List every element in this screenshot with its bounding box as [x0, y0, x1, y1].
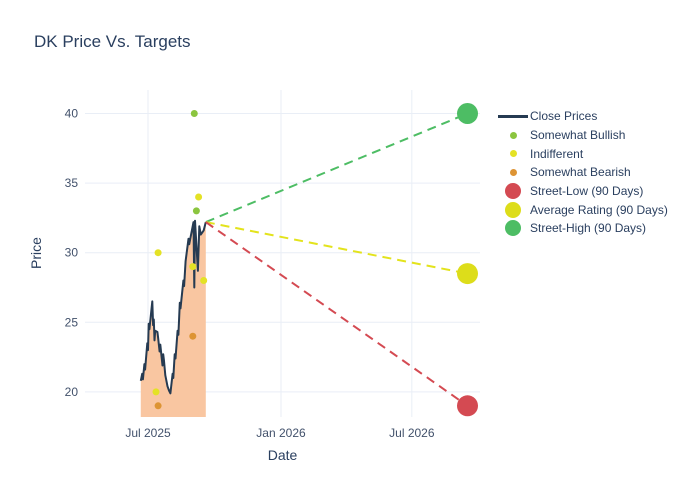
- y-axis-title: Price: [28, 237, 44, 269]
- indifferent-marker[interactable]: [152, 388, 160, 396]
- legend-item-street-high[interactable]: Street-High (90 Days): [496, 219, 668, 238]
- y-tick-label: 35: [65, 176, 79, 190]
- street-high-90-days-marker[interactable]: [457, 103, 478, 124]
- street-high-projection: [205, 112, 468, 223]
- somewhat-bearish-marker[interactable]: [154, 402, 162, 410]
- close-prices-line: [139, 219, 207, 395]
- street-low-projection: [205, 221, 469, 407]
- somewhat-bearish-marker[interactable]: [189, 332, 197, 340]
- close-prices-line-swatch: [496, 115, 530, 118]
- x-tick-label: Jan 2026: [256, 426, 306, 440]
- legend-item-close-prices[interactable]: Close Prices: [496, 107, 668, 126]
- indifferent-marker[interactable]: [154, 249, 162, 257]
- indifferent-marker[interactable]: [189, 263, 197, 271]
- close-prices-area: [140, 220, 206, 417]
- y-tick-label: 20: [65, 385, 79, 399]
- street-low-circle-icon: [496, 183, 530, 200]
- legend-item-somewhat-bullish[interactable]: Somewhat Bullish: [496, 126, 668, 145]
- street-high-circle-icon: [496, 220, 530, 237]
- indifferent-marker[interactable]: [200, 277, 208, 284]
- chart-title: DK Price Vs. Targets: [34, 32, 191, 51]
- somewhat-bullish-marker[interactable]: [190, 110, 198, 117]
- indifferent-marker[interactable]: [195, 193, 203, 201]
- y-tick-label: 40: [65, 107, 79, 121]
- x-axis-title: Date: [267, 447, 298, 463]
- legend-label: Somewhat Bullish: [530, 128, 626, 143]
- legend-label: Somewhat Bearish: [530, 165, 631, 180]
- legend-item-somewhat-bearish[interactable]: Somewhat Bearish: [496, 163, 668, 182]
- average-rating-90-days-marker[interactable]: [457, 263, 478, 285]
- y-tick-label: 25: [65, 315, 79, 329]
- average-rating-circle-icon: [496, 201, 530, 218]
- legend-item-indifferent[interactable]: Indifferent: [496, 144, 668, 163]
- indifferent-dot-icon: [496, 150, 530, 158]
- average-rating-projection: [205, 221, 468, 275]
- x-tick-label: Jul 2026: [389, 426, 435, 440]
- legend-label: Indifferent: [530, 146, 584, 161]
- legend-label: Average Rating (90 Days): [530, 202, 668, 217]
- legend-item-average-rating[interactable]: Average Rating (90 Days): [496, 200, 668, 219]
- legend-item-street-low[interactable]: Street-Low (90 Days): [496, 182, 668, 201]
- y-tick-label: 30: [65, 246, 79, 260]
- somewhat-bearish-dot-icon: [496, 168, 530, 176]
- legend: Close Prices Somewhat Bullish Indifferen…: [496, 107, 668, 238]
- legend-label: Street-High (90 Days): [530, 221, 647, 236]
- somewhat-bullish-marker[interactable]: [192, 207, 200, 215]
- somewhat-bullish-dot-icon: [496, 131, 530, 139]
- x-tick-label: Jul 2025: [125, 426, 171, 440]
- legend-label: Close Prices: [530, 109, 598, 124]
- street-low-90-days-marker[interactable]: [457, 395, 478, 417]
- legend-label: Street-Low (90 Days): [530, 184, 644, 199]
